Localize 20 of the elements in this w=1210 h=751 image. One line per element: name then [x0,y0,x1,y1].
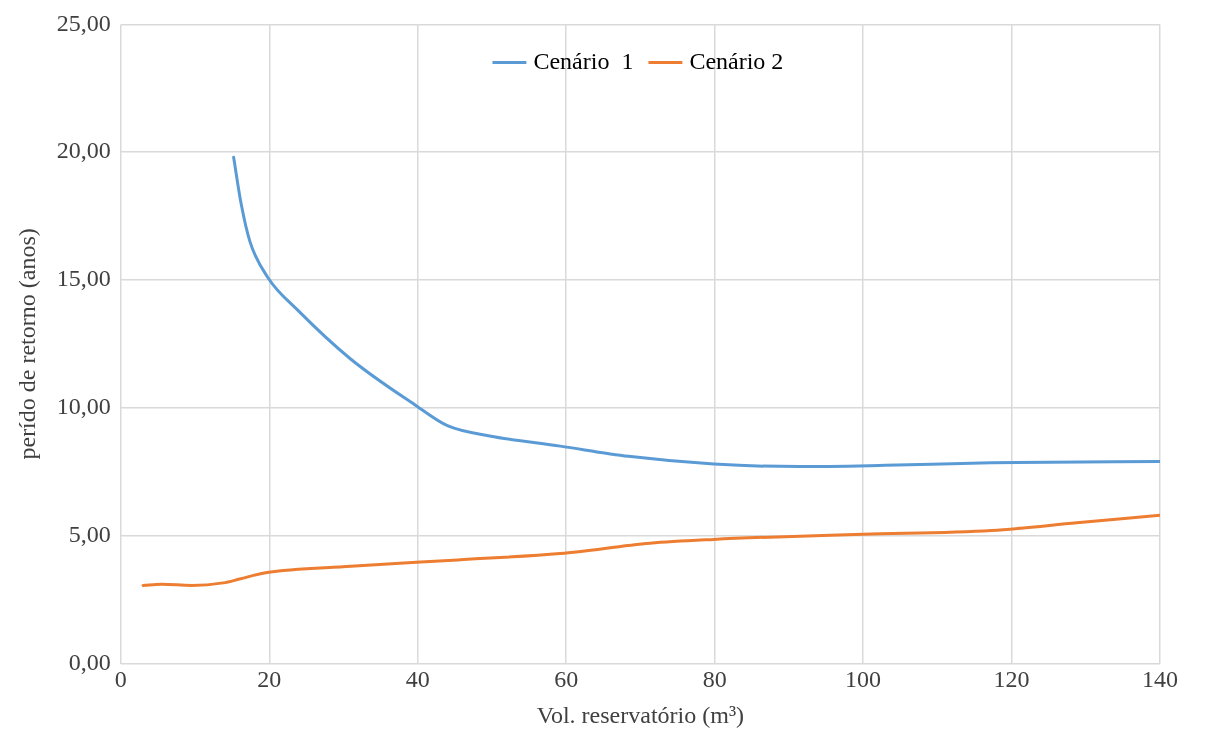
x-tick-label: 140 [1142,666,1178,693]
x-tick-label: 40 [405,666,430,693]
x-axis-title: Vol. reservatório (m³) [536,701,745,728]
line-series [232,155,1160,469]
y-tick-label: 10,00 [56,393,111,420]
y-tick-label: 20,00 [56,137,111,164]
x-tick-label: 20 [257,666,282,693]
x-tick-label: 100 [845,666,882,693]
y-tick-label: 15,00 [56,265,111,292]
x-tick-label: 0 [114,666,127,693]
y-tick-label: 25,00 [56,9,111,36]
x-tick-label: 60 [554,666,579,693]
legend-label: Cenário 2 [689,47,784,74]
y-tick-label: 5,00 [68,520,111,547]
x-tick-label: 80 [702,666,727,693]
y-tick-label: 0,00 [68,648,111,675]
y-axis-title: perído de retorno (anos) [13,228,40,460]
line-series [141,513,1160,587]
x-tick-label: 120 [993,666,1030,693]
legend-label: Cenário 1 [533,47,634,74]
